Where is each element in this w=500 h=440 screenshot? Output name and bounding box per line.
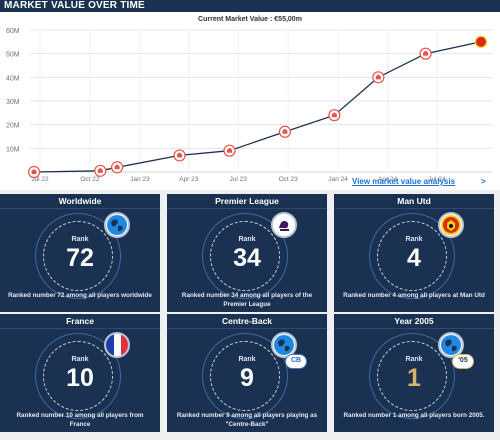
rank-description: Ranked number 10 among all players from … [16, 412, 144, 428]
y-tick-label: 60M [6, 28, 20, 35]
club-marker-icon [31, 169, 37, 174]
ranking-card: France Rank 10 Ranked number 10 among al… [0, 314, 160, 432]
rank-description: Ranked number 4 among all players at Man… [343, 292, 485, 299]
y-tick-label: 20M [6, 123, 20, 130]
rank-ring-inner [377, 221, 447, 291]
rank-label: Rank [238, 236, 256, 243]
x-tick-label: Jan 23 [130, 176, 150, 183]
club-marker-icon [375, 74, 381, 80]
rank-number: 9 [240, 364, 254, 392]
rank-description: Ranked number 34 among all players of th… [181, 292, 313, 308]
x-tick-label: Jul 24 [428, 176, 446, 183]
divider [0, 208, 160, 209]
rank-ring [202, 333, 288, 419]
market-value-chart: 60M 50M 40M 30M 20M 10M Jul 22 Oct 22 Jan 23 Apr … [6, 28, 492, 183]
ranking-card-title-year-2005: Year 2005 [394, 316, 434, 326]
rank-ring [369, 213, 455, 299]
x-tick-label: Apr 24 [378, 176, 398, 183]
globe-icon [438, 332, 464, 358]
category-pill: CB [285, 354, 307, 369]
ranking-card-title-france: France [66, 316, 94, 326]
ranking-card: Premier League Rank 34 Ranked number 34 … [167, 194, 327, 312]
club-marker-icon [331, 112, 337, 118]
rank-ring-inner [43, 221, 113, 291]
ranking-card: Centre-Back Rank 9 Ranked number 9 among… [167, 314, 327, 432]
rank-ring [35, 213, 121, 299]
rank-label: Rank [405, 236, 423, 243]
rank-number: 72 [66, 244, 94, 272]
view-market-value-analysis-link[interactable]: View market value analysis [352, 177, 456, 186]
divider [167, 208, 327, 209]
divider [0, 328, 160, 329]
globe-icon [104, 212, 130, 238]
club-marker-icon [97, 167, 103, 173]
rank-number: 4 [407, 244, 421, 272]
rank-label: Rank [71, 356, 89, 363]
rank-description: Ranked number 72 among all players world… [8, 292, 152, 299]
divider [334, 328, 494, 329]
x-tick-label: Jan 24 [328, 176, 348, 183]
ranking-card-title-man-utd: Man Utd [397, 196, 431, 206]
rank-description: Ranked number 9 among all players playin… [176, 412, 318, 428]
y-tick-label: 10M [6, 146, 20, 153]
rank-description: Ranked number 1 among all players born 2… [343, 412, 485, 419]
rank-ring-inner [210, 221, 280, 291]
rank-label: Rank [71, 236, 89, 243]
ranking-card-title-centre-back: Centre-Back [221, 316, 273, 326]
rank-label: Rank [405, 356, 423, 363]
club-marker-icon [282, 128, 288, 134]
ranking-card-title-worldwide: Worldwide [58, 196, 102, 206]
club-crest-icon [438, 212, 464, 238]
divider [334, 208, 494, 209]
x-tick-label: Jul 23 [230, 176, 248, 183]
market-value-chart-panel: 60M 50M 40M 30M 20M 10M Jul 22 Oct 22 Jan 23 Apr … [0, 12, 500, 190]
chart-title: Current Market Value : €55,00m [198, 16, 302, 23]
x-tick-label: Apr 23 [179, 176, 199, 183]
category-pill: '05 [452, 354, 474, 369]
club-marker-icon [227, 147, 233, 153]
rank-ring [35, 333, 121, 419]
ranking-card-title-premier-league: Premier League [215, 196, 279, 206]
club-marker-icon [114, 164, 120, 170]
rank-ring [202, 213, 288, 299]
divider [167, 328, 327, 329]
series-line [33, 41, 482, 173]
rank-number: 34 [233, 244, 261, 272]
ranking-card: Man Utd Rank 4 Ranked number 4 among all… [334, 194, 494, 312]
globe-icon [271, 332, 297, 358]
ranking-card: Worldwide Rank 72 Ranked number 72 among… [0, 194, 160, 312]
y-tick-label: 40M [6, 75, 20, 82]
rank-ring-inner [210, 341, 280, 411]
club-marker-icon [423, 50, 429, 56]
rank-ring-inner [377, 341, 447, 411]
rank-number: 1 [407, 364, 421, 392]
x-tick-label: Oct 22 [80, 176, 100, 183]
club-marker-icon [177, 152, 183, 158]
rank-label: Rank [238, 356, 256, 363]
x-tick-label: Oct 23 [279, 176, 299, 183]
y-tick-label: 30M [6, 99, 20, 106]
x-tick-label: Jul 22 [31, 176, 49, 183]
y-tick-label: 50M [6, 52, 20, 59]
chevron-right-icon[interactable]: > [481, 177, 486, 186]
rank-ring [369, 333, 455, 419]
ranking-card: Year 2005 Rank 1 Ranked number 1 among a… [334, 314, 494, 432]
league-logo-icon [271, 212, 297, 238]
rank-ring-inner [43, 341, 113, 411]
section-header: MARKET VALUE OVER TIME [0, 0, 500, 12]
flag-france-icon [104, 332, 130, 358]
rank-number: 10 [66, 364, 94, 392]
data-point-current[interactable] [474, 35, 488, 48]
